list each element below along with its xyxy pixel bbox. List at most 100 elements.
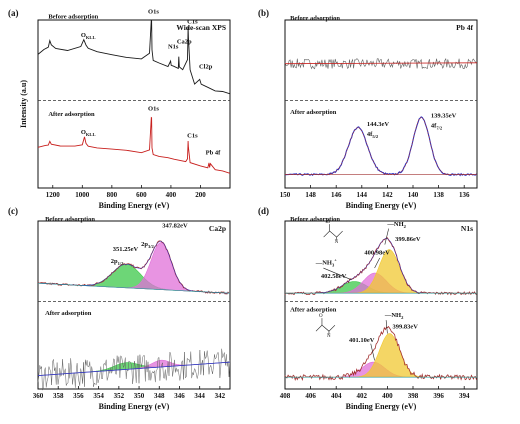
b-annotation-4: 139.35eV: [431, 112, 457, 119]
plot-frame: [37, 220, 231, 390]
after-baseline: [37, 361, 231, 376]
x-tick-label-6: 348: [154, 392, 165, 400]
c-annotation-5: 2p3/2: [141, 241, 154, 249]
d-annotation-5: —NH3+: [315, 258, 338, 268]
series-after-adsorption: [37, 116, 231, 174]
d-annotation-3: —NH2: [386, 221, 406, 229]
x-tick-label-4: 400: [382, 392, 393, 400]
a-annotation-5: Ca2p: [177, 39, 192, 46]
mol-o-label: O: [319, 314, 323, 319]
a-annotation-0: Before adsorption: [48, 13, 98, 20]
a-annotation-2: O1s: [148, 8, 159, 15]
d-annotation-4: 399.86eV: [395, 236, 421, 243]
y-axis-label: Intensity (a.u): [19, 80, 28, 128]
panel-a-wide-scan: 1200 1000 800 600 400 200 Binding Energy (eV) I…: [19, 8, 231, 210]
x-tick-label-4: 142: [382, 191, 393, 199]
plot-frame: [284, 220, 478, 390]
x-tick-label-4: 352: [114, 392, 125, 400]
x-tick-label-2: 356: [73, 392, 84, 400]
a-annotation-11: Pb 4f: [206, 149, 221, 156]
x-tick-label-0: 360: [33, 392, 44, 400]
arrow-nh2-after: [385, 320, 388, 334]
plot-frame: [284, 19, 478, 189]
x-tick-label-5: 140: [408, 191, 419, 199]
x-tick-label-1: 358: [53, 392, 64, 400]
d-annotation-1: After adsorption: [290, 307, 337, 314]
c-annotation-1: After adsorption: [45, 310, 92, 317]
x-tick-label-0: 150: [280, 191, 291, 199]
before-baseline: [37, 282, 231, 294]
chart-title: Pb 4f: [456, 23, 473, 32]
before-fit-line: [284, 62, 478, 65]
b-annotation-1: After adsorption: [290, 109, 337, 116]
component-nh2-after: [285, 333, 477, 378]
x-tick-label-6: 138: [433, 191, 444, 199]
x-tick-label-5: 350: [134, 392, 145, 400]
a-annotation-10: C1s: [187, 133, 198, 140]
panel-b-pb4f: 150 148 146 144 142 140 138 136 Binding Energy (…: [280, 15, 478, 210]
x-tick-label-0: 1200: [46, 191, 61, 199]
component-2p1-2-before: [38, 264, 230, 294]
panel-label-c: (c): [8, 206, 18, 216]
x-tick-label-2: 146: [331, 191, 342, 199]
x-tick-label-1: 1000: [75, 191, 90, 199]
amide-structure-before-icon: ON: [323, 220, 343, 245]
a-annotation-8: O1s: [148, 106, 159, 113]
a-annotation-4: N1s: [168, 44, 179, 51]
d-annotation-8: 399.83eV: [393, 324, 419, 331]
b-annotation-0: Before adsorption: [290, 15, 340, 22]
chart-title: Ca2p: [209, 224, 226, 233]
panel-label-a: (a): [8, 8, 19, 18]
d-annotation-2: 400.98eV: [364, 250, 390, 257]
x-tick-label-7: 136: [459, 191, 470, 199]
d-annotation-7: —NH2: [384, 312, 404, 320]
x-axis-label: Binding Energy (eV): [346, 402, 417, 411]
chart-title: N1s: [461, 224, 473, 233]
x-tick-label-6: 396: [433, 392, 444, 400]
mol-o-label: O: [327, 220, 331, 225]
d-annotation-9: 401.10eV: [349, 337, 375, 344]
c-annotation-3: 2p1/2: [111, 258, 124, 266]
panel-label-b: (b): [258, 8, 269, 18]
x-tick-label-3: 402: [357, 392, 368, 400]
amide-structure-after-icon: ON: [315, 314, 336, 339]
b-annotation-5: 4f7/2: [431, 123, 443, 131]
panel-d-n1s: 408 406 404 402 400 398 396 394 Binding Energy (…: [280, 216, 478, 411]
x-tick-label-3: 144: [357, 191, 368, 199]
x-tick-label-1: 148: [305, 191, 316, 199]
c-annotation-4: 347.82eV: [162, 223, 188, 230]
x-tick-label-2: 800: [107, 191, 118, 199]
x-tick-label-3: 354: [93, 392, 104, 400]
a-annotation-7: Cl2p: [199, 64, 213, 71]
arrow-400-98-before: [374, 257, 380, 269]
a-annotation-1: After adsorption: [48, 111, 95, 118]
arrow-nh3-before: [323, 267, 352, 281]
plot-frame: [37, 19, 231, 189]
chart-title: Wide-scan XPS: [176, 23, 226, 32]
x-tick-label-7: 346: [174, 392, 185, 400]
c-annotation-2: 351.25eV: [113, 246, 139, 253]
series-before-adsorption: [37, 19, 231, 95]
a-annotation-6: C1s: [187, 18, 198, 25]
arrow-nh2-before: [384, 228, 389, 245]
x-tick-label-0: 408: [280, 392, 291, 400]
series-before-adsorption: [284, 58, 477, 70]
x-tick-label-5: 200: [195, 191, 206, 199]
panel-c-ca2p: 360 358 356 354 352 350 348 346 344 342 Binding En…: [33, 216, 231, 411]
x-tick-label-5: 398: [408, 392, 419, 400]
x-axis-label: Binding Energy (eV): [346, 201, 417, 210]
b-annotation-2: 144.3eV: [367, 121, 390, 128]
x-tick-label-1: 406: [305, 392, 316, 400]
arrow-401-10-after: [370, 343, 375, 361]
mol-n-label: N: [335, 240, 339, 245]
series-after-adsorption: [284, 325, 477, 382]
mol-n-label: N: [327, 334, 331, 339]
x-tick-label-8: 344: [194, 392, 205, 400]
x-tick-label-3: 600: [136, 191, 147, 199]
x-tick-label-7: 394: [459, 392, 470, 400]
panel-label-d: (d): [258, 206, 269, 216]
x-tick-label-9: 342: [215, 392, 226, 400]
x-axis-label: Binding Energy (eV): [99, 402, 170, 411]
x-tick-label-2: 404: [331, 392, 342, 400]
